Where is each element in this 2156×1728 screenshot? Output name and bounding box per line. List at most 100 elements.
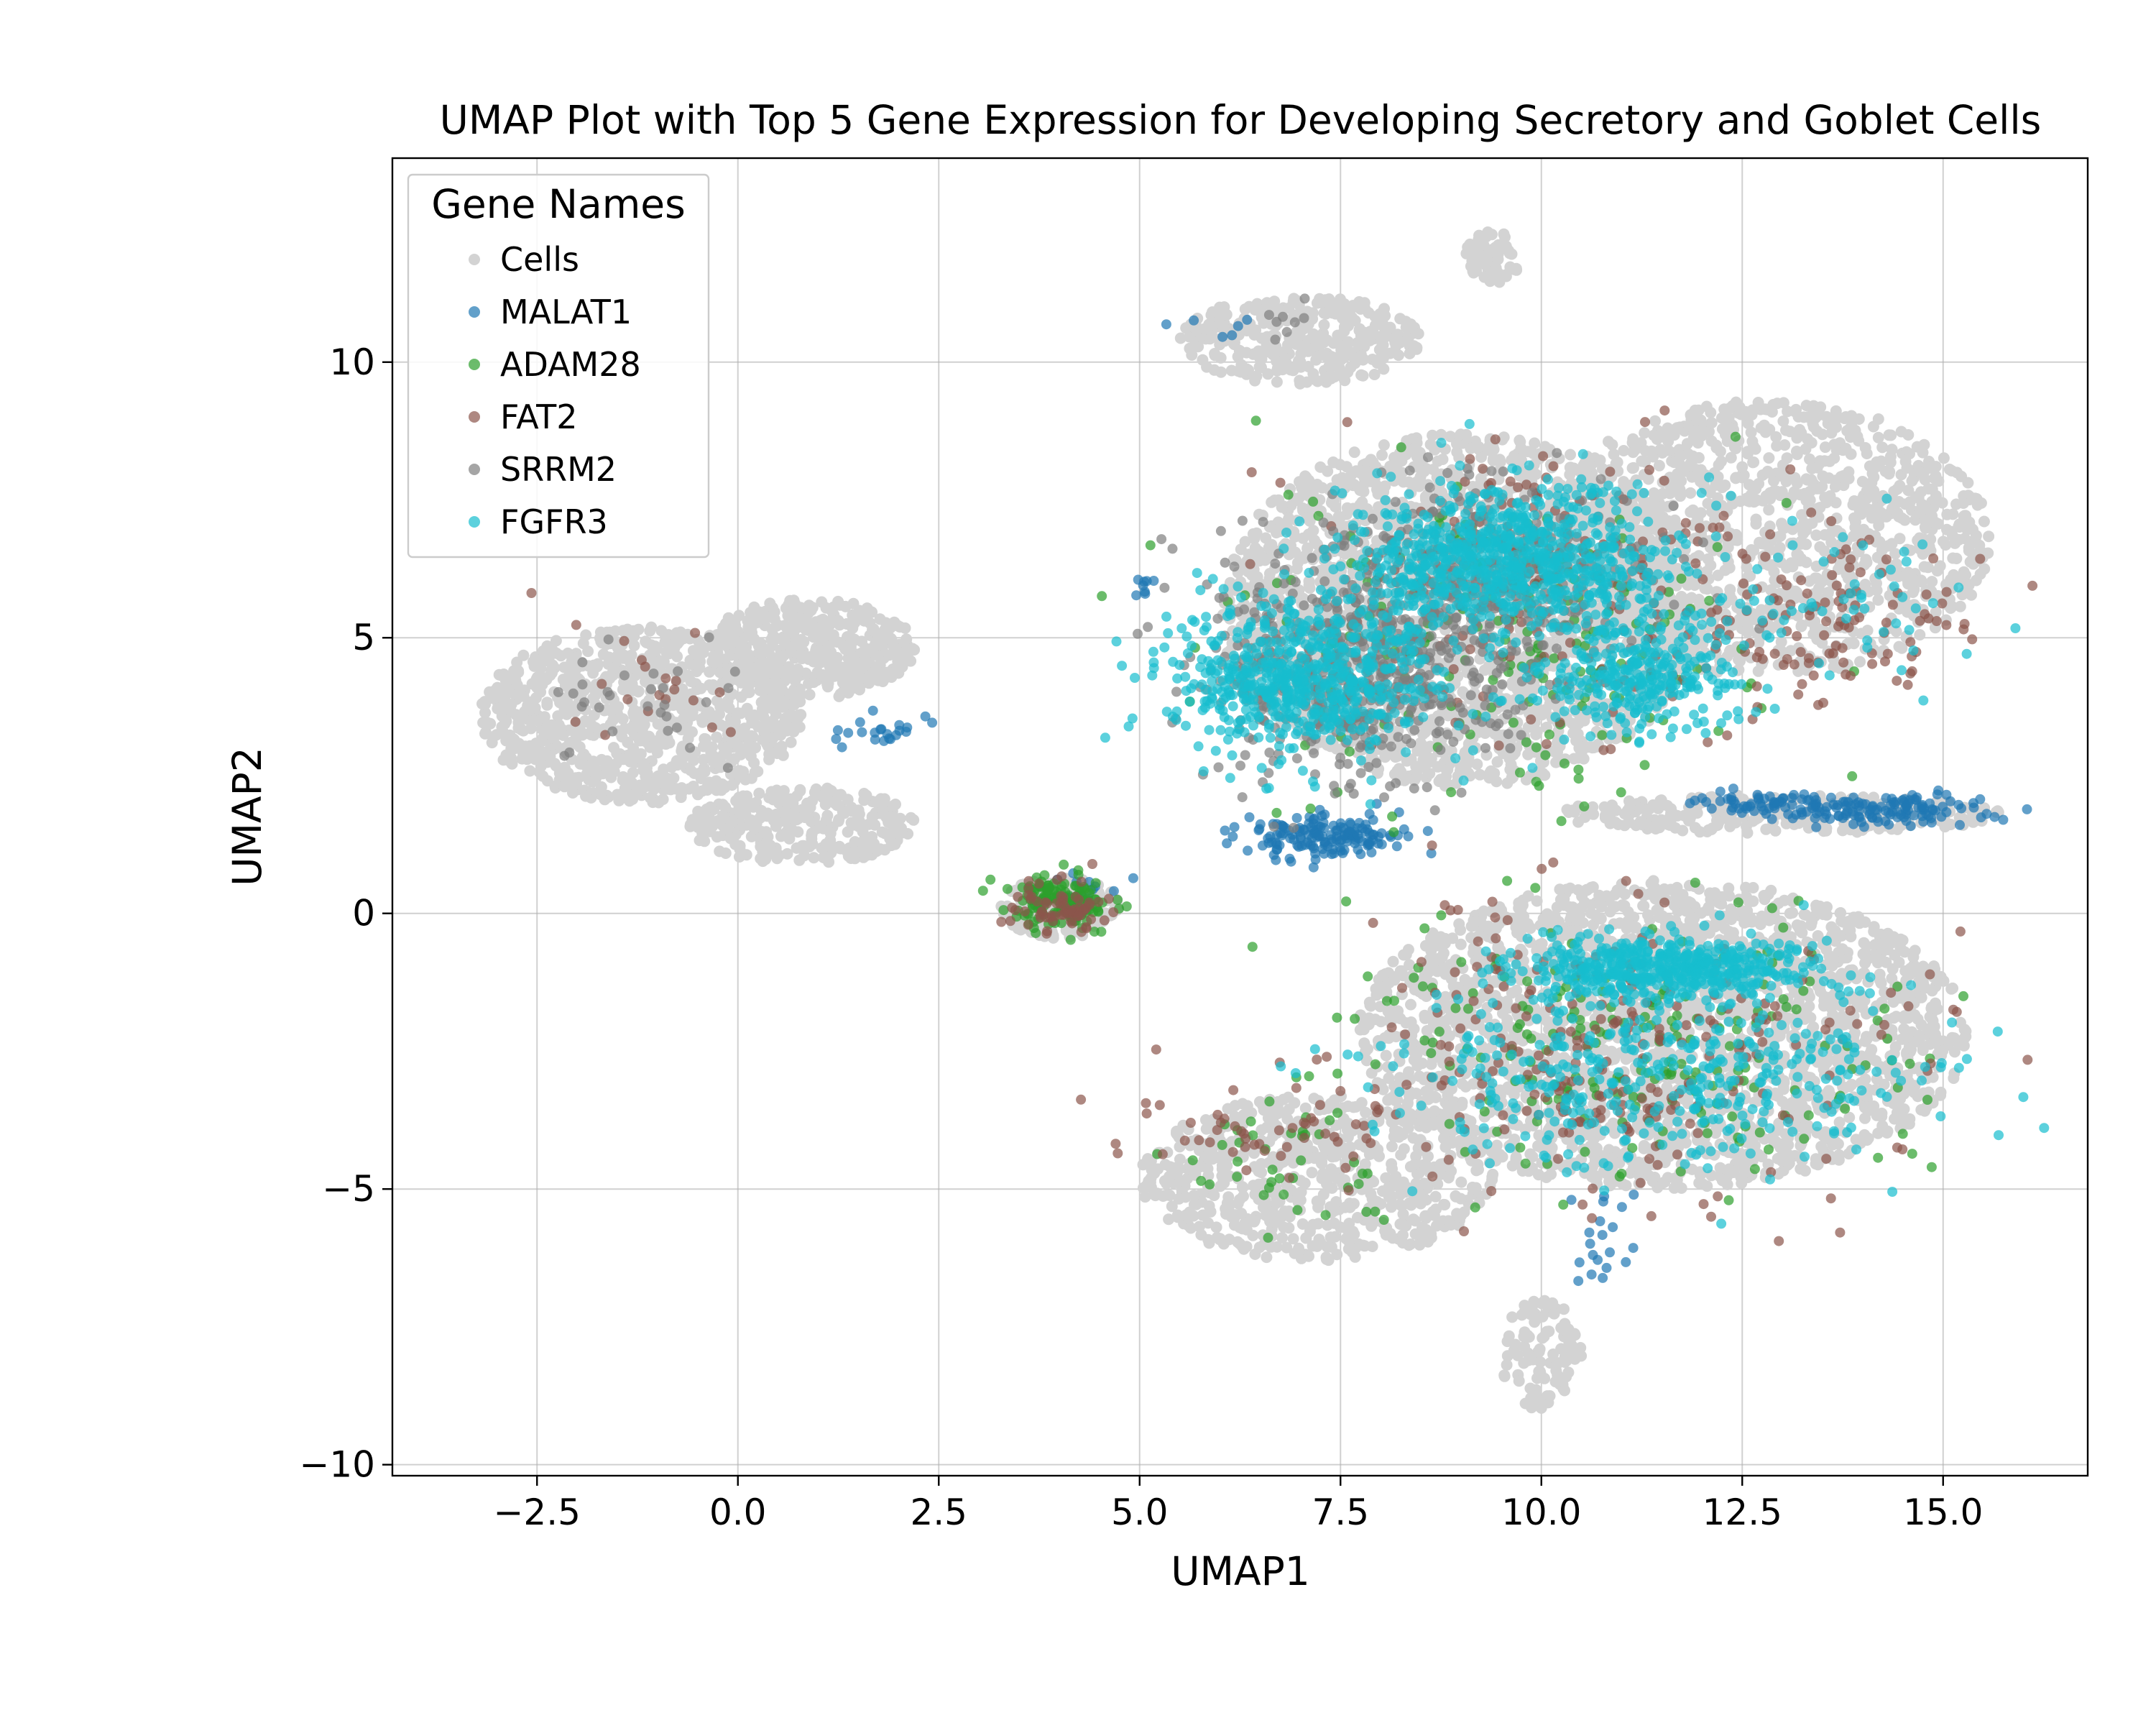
data-point — [814, 645, 825, 656]
data-point — [834, 599, 846, 611]
data-point — [580, 630, 591, 641]
data-point — [1295, 340, 1307, 351]
data-point — [477, 717, 489, 728]
data-point — [732, 636, 743, 648]
data-point — [746, 627, 757, 638]
data-point — [1705, 407, 1716, 418]
data-point — [629, 640, 640, 651]
data-point — [671, 651, 683, 662]
data-point — [874, 631, 885, 643]
data-point — [767, 640, 778, 651]
data-point — [737, 743, 748, 755]
data-point — [1627, 462, 1639, 474]
data-point — [1567, 727, 1579, 739]
data-point — [1480, 727, 1491, 739]
data-point — [714, 845, 725, 857]
data-point — [520, 704, 532, 716]
data-point — [1234, 345, 1245, 357]
data-point — [719, 699, 730, 711]
data-point — [770, 809, 782, 820]
data-point — [848, 598, 860, 610]
data-point — [1537, 768, 1549, 779]
data-point — [1349, 352, 1360, 364]
data-point — [1406, 444, 1418, 456]
data-point — [760, 612, 771, 624]
data-point — [796, 653, 808, 664]
data-point — [1460, 429, 1472, 441]
data-point — [1349, 446, 1360, 458]
data-point — [1358, 370, 1369, 382]
data-point — [1332, 474, 1343, 485]
data-point — [1649, 415, 1661, 427]
data-point — [580, 791, 591, 802]
data-point — [1376, 449, 1388, 461]
data-point — [890, 799, 901, 810]
data-point — [1465, 443, 1476, 454]
data-point — [877, 674, 888, 685]
data-point — [487, 737, 498, 748]
data-point — [842, 794, 854, 805]
data-point — [859, 615, 870, 627]
data-point — [845, 641, 857, 653]
data-point — [1938, 452, 1950, 464]
data-point — [609, 663, 620, 674]
data-point — [1360, 464, 1371, 476]
data-point — [852, 681, 864, 693]
data-point — [1369, 369, 1381, 380]
data-point — [695, 683, 706, 694]
data-point — [1474, 769, 1485, 781]
data-point — [786, 628, 798, 639]
data-point — [1540, 704, 1552, 715]
data-point — [778, 750, 789, 761]
data-point — [685, 819, 696, 830]
data-point — [786, 646, 797, 658]
data-point — [1486, 266, 1498, 277]
data-point — [795, 689, 806, 701]
data-point — [1248, 329, 1260, 341]
data-point — [1221, 309, 1233, 321]
data-point — [1575, 741, 1586, 753]
data-point — [559, 762, 571, 773]
data-point — [787, 798, 798, 809]
data-point — [1250, 542, 1261, 553]
data-point — [508, 665, 520, 676]
data-point — [638, 759, 650, 771]
data-point — [847, 659, 858, 671]
data-point — [1301, 472, 1312, 484]
data-point — [870, 663, 882, 675]
data-point — [1802, 433, 1813, 445]
data-point — [1355, 339, 1366, 350]
data-point — [815, 822, 826, 833]
data-point — [783, 833, 795, 845]
data-point — [741, 730, 752, 741]
data-point — [888, 617, 900, 628]
data-point — [1437, 454, 1449, 465]
data-point — [537, 746, 548, 758]
data-point — [1314, 461, 1326, 473]
data-point — [719, 742, 731, 753]
data-point — [627, 767, 639, 778]
data-point — [554, 697, 566, 708]
data-point — [1504, 262, 1516, 273]
data-point — [740, 774, 751, 786]
data-point — [749, 709, 760, 721]
data-point — [1288, 293, 1299, 304]
data-point — [604, 759, 615, 771]
data-point — [1515, 443, 1526, 454]
data-point — [828, 842, 839, 853]
data-point — [632, 786, 644, 798]
data-point — [651, 643, 663, 655]
data-point — [543, 645, 554, 657]
data-point — [1587, 742, 1598, 753]
data-point — [1248, 349, 1259, 360]
data-point — [1235, 367, 1246, 378]
data-point — [1312, 298, 1323, 309]
data-point — [548, 725, 559, 737]
data-point — [786, 737, 797, 748]
data-point — [1338, 326, 1350, 337]
data-point — [1419, 466, 1430, 477]
data-point — [612, 701, 624, 712]
data-point — [513, 714, 525, 725]
data-point — [1271, 376, 1283, 387]
data-point — [788, 699, 800, 710]
